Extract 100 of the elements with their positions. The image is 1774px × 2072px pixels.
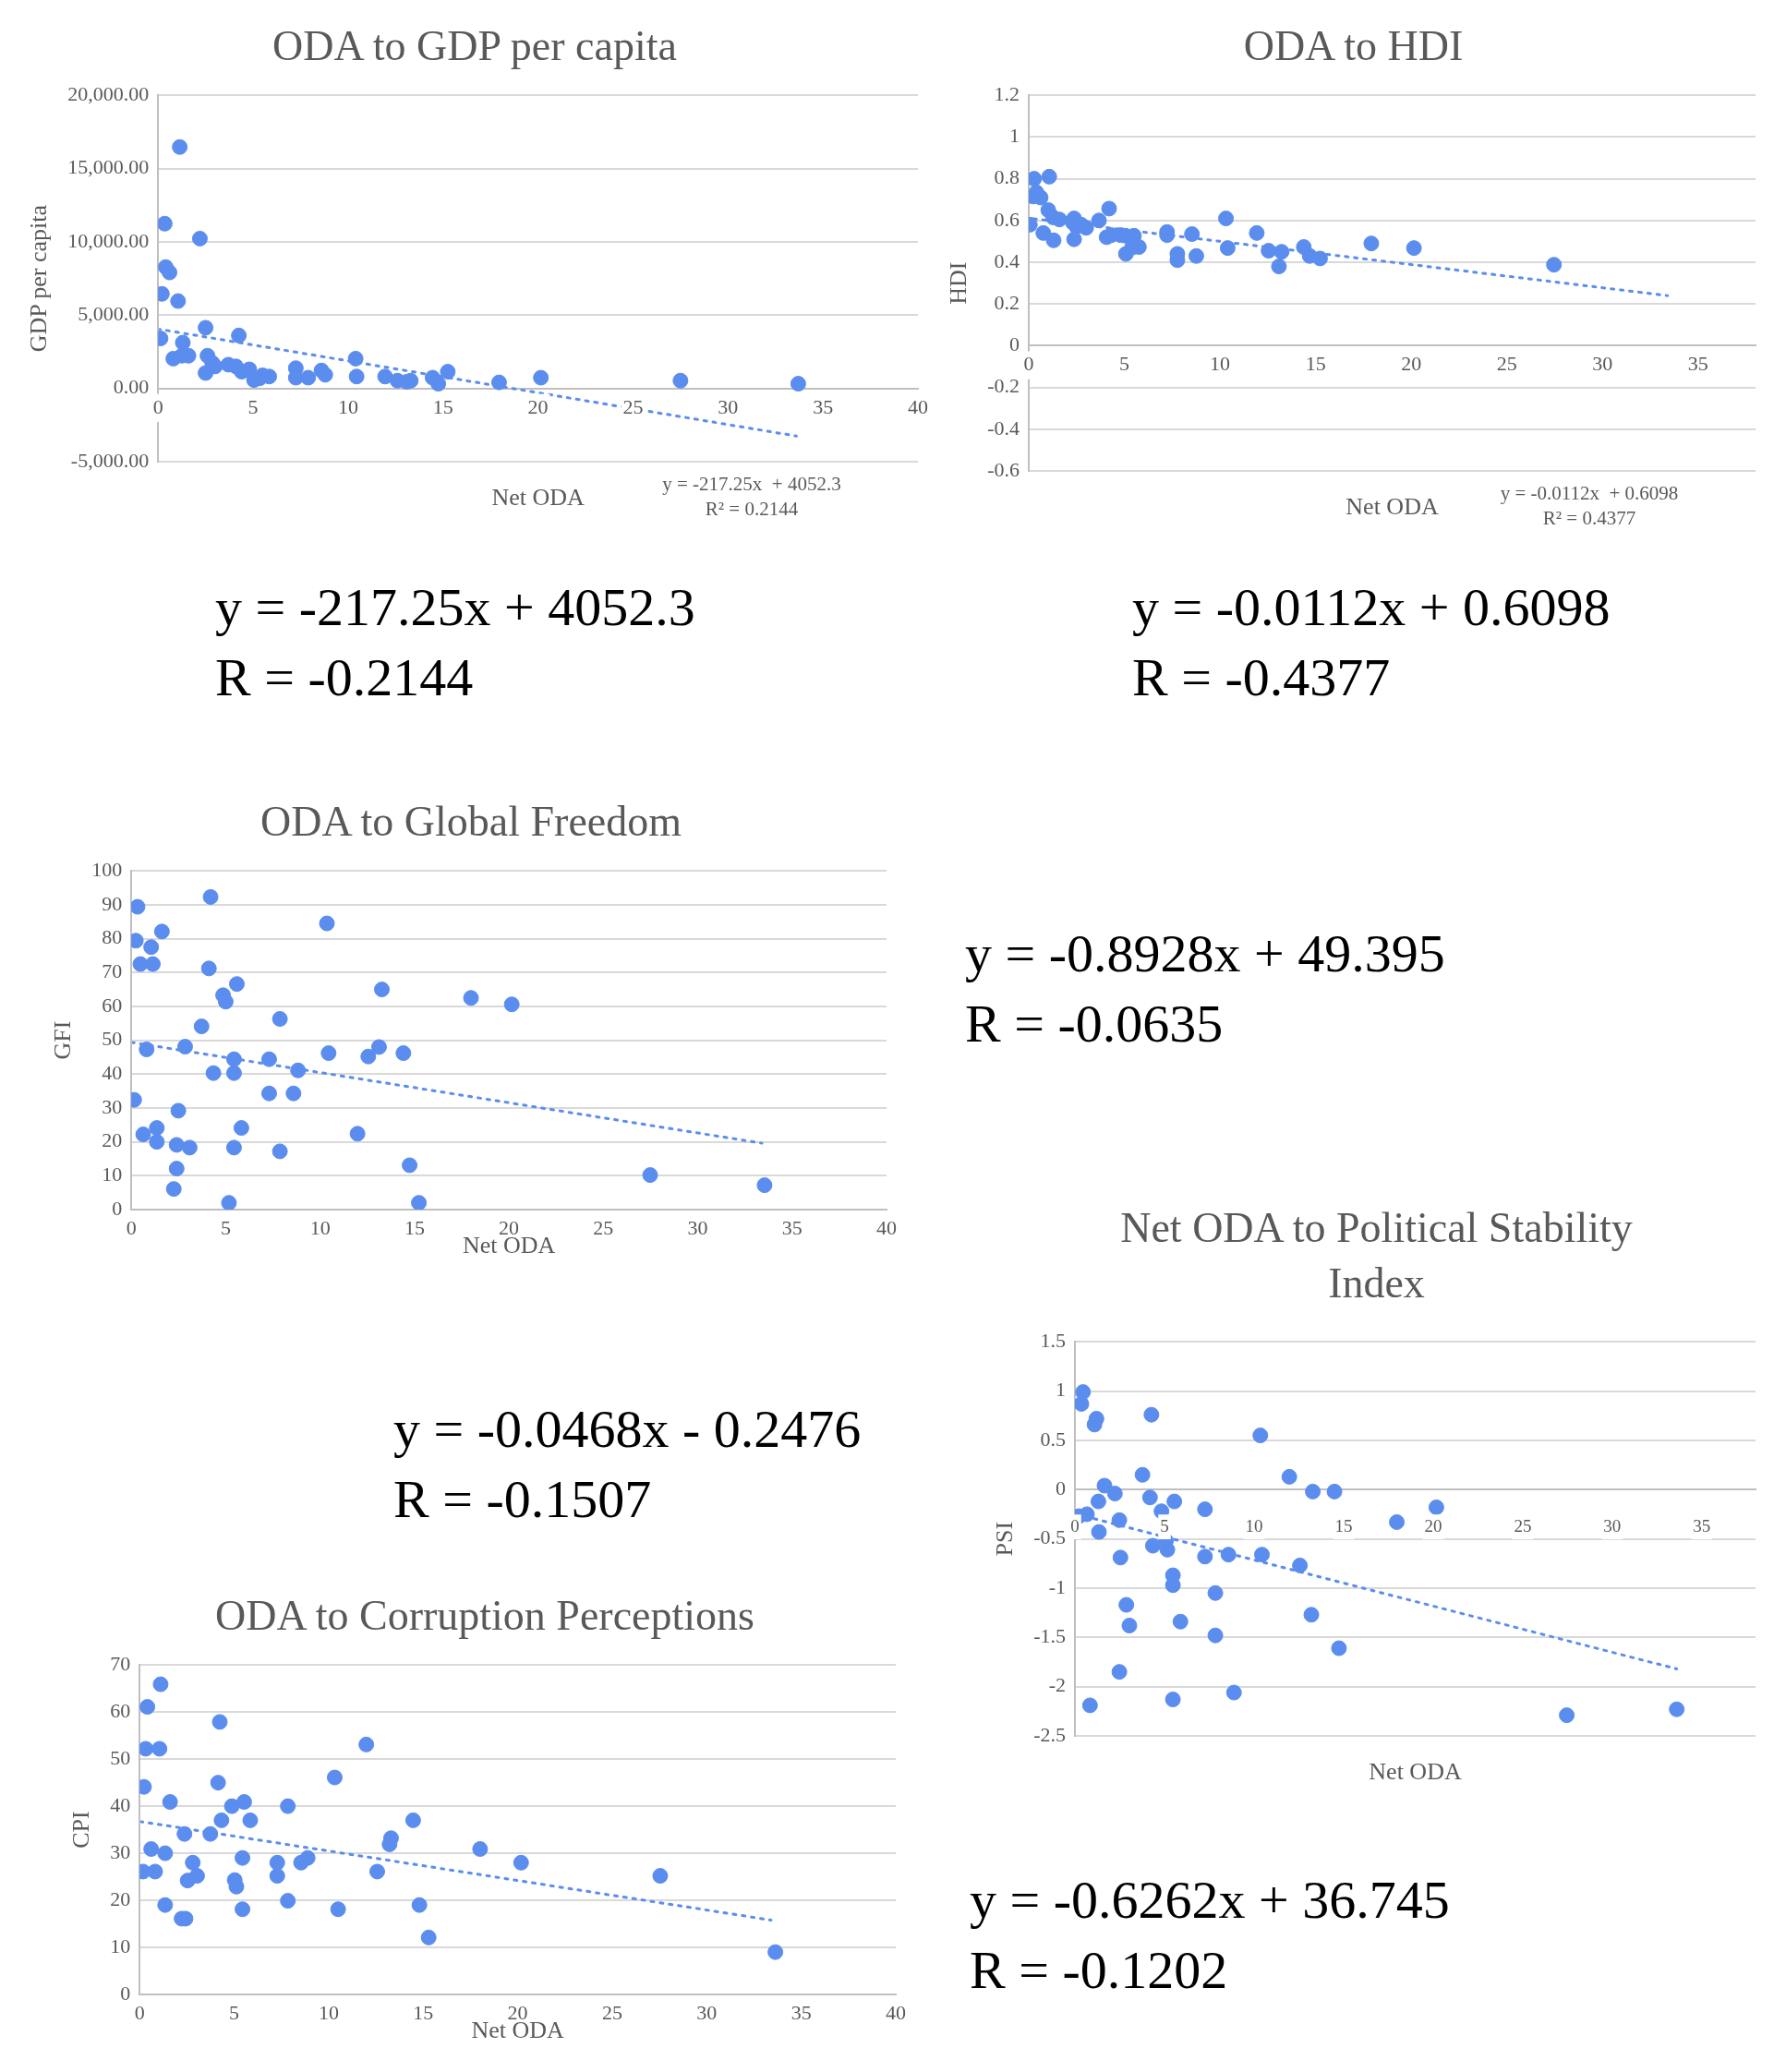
point	[1091, 1524, 1107, 1540]
y-tick-label: 0	[1056, 1476, 1067, 1500]
y-tick-label: -0.5	[1033, 1525, 1067, 1549]
point	[767, 1944, 784, 1960]
point	[1035, 224, 1052, 241]
x-tick-label: 25	[593, 1215, 614, 1239]
point	[272, 1010, 288, 1027]
x-tick-label: 30	[1603, 1515, 1622, 1536]
point	[185, 1854, 201, 1871]
y-tick-label: 0	[112, 1196, 123, 1220]
point	[1045, 232, 1062, 248]
point	[1166, 1493, 1183, 1510]
point	[191, 230, 208, 247]
y-tick-label: 10	[102, 1162, 123, 1187]
x-tick-label: 10	[1210, 352, 1231, 376]
point	[193, 1018, 210, 1035]
point	[1303, 1607, 1320, 1623]
y-tick-label: 0.6	[994, 207, 1020, 231]
x-tick-label: 40	[886, 2000, 906, 2024]
x-tick-label: 35	[1693, 1515, 1711, 1536]
point	[790, 376, 806, 392]
point	[1254, 1547, 1270, 1563]
point	[1546, 257, 1563, 273]
y-tick-label: 40	[110, 1792, 131, 1816]
y-axis-title: GDP per capita	[25, 204, 53, 353]
point	[348, 368, 365, 385]
y-tick-label: 1	[1009, 124, 1020, 148]
text: R² = 0.4377	[1542, 506, 1636, 529]
point	[1112, 1549, 1128, 1566]
point	[1305, 1483, 1321, 1500]
point	[1249, 224, 1265, 241]
point	[1091, 212, 1107, 229]
point	[440, 364, 456, 380]
x-tick-label: 40	[908, 394, 928, 418]
y-tick-label: 20,000.00	[67, 81, 150, 105]
point	[642, 1167, 658, 1184]
point	[402, 1157, 418, 1174]
point	[149, 1134, 165, 1150]
point	[430, 376, 447, 392]
point	[223, 1798, 240, 1814]
point	[420, 1929, 437, 1946]
x-tick-label: 20	[1401, 352, 1422, 376]
y-tick-label: 20	[110, 1886, 131, 1910]
y-tick-label: 50	[102, 1027, 123, 1051]
point	[147, 1863, 163, 1880]
point	[1121, 1618, 1138, 1633]
point	[1559, 1707, 1575, 1724]
point	[1363, 235, 1380, 252]
point	[168, 1161, 185, 1177]
point	[135, 1126, 151, 1143]
point	[756, 1177, 773, 1194]
point	[652, 1868, 669, 1885]
point	[1041, 168, 1057, 185]
point	[1111, 1664, 1128, 1680]
point	[210, 1775, 226, 1791]
y-tick-label: 5,000.00	[78, 302, 150, 326]
point	[158, 215, 173, 232]
point	[1326, 1483, 1343, 1500]
point	[280, 1893, 296, 1909]
point	[472, 1841, 489, 1857]
chart-title: Net ODA to Political Stability Index	[1119, 1203, 1634, 1308]
y-tick-label: 90	[102, 891, 123, 915]
point	[1225, 1684, 1242, 1701]
point	[181, 1139, 198, 1156]
x-axis-title: Net ODA	[1346, 492, 1439, 520]
x-tick-label: 15	[1305, 352, 1326, 376]
point	[1428, 1499, 1444, 1515]
point	[235, 1901, 251, 1918]
y-tick-label: 0.00	[113, 375, 150, 399]
y-tick-label: 1.2	[994, 81, 1020, 105]
y-tick-label: -0.2	[987, 374, 1020, 398]
point	[143, 1841, 160, 1857]
point	[374, 982, 391, 998]
point	[411, 1195, 428, 1210]
x-tick-label: 10	[1245, 1515, 1263, 1536]
point	[1273, 244, 1290, 260]
point	[225, 1139, 242, 1156]
y-tick-label: 30	[102, 1094, 123, 1118]
point	[157, 1897, 174, 1913]
y-axis-title: PSI	[991, 1521, 1019, 1557]
point	[205, 1065, 222, 1081]
x-tick-label: 30	[696, 2000, 718, 2024]
point	[358, 1736, 375, 1753]
y-tick-label: 100	[91, 857, 123, 881]
point	[1261, 243, 1277, 259]
point	[1081, 1697, 1098, 1714]
point	[153, 923, 170, 940]
x-tick-label: 10	[337, 394, 358, 418]
y-tick-label: -1	[1048, 1574, 1067, 1598]
point	[269, 1854, 285, 1871]
y-axis-title: CPI	[67, 1811, 95, 1849]
point	[179, 1873, 196, 1889]
point	[672, 372, 689, 389]
y-tick-label: -1.5	[1033, 1624, 1067, 1648]
point	[1218, 211, 1235, 227]
point	[272, 1143, 288, 1160]
x-tick-label: 5	[247, 394, 259, 418]
x-tick-label: 10	[318, 2000, 339, 2024]
point	[463, 990, 479, 1006]
point	[330, 1901, 346, 1918]
